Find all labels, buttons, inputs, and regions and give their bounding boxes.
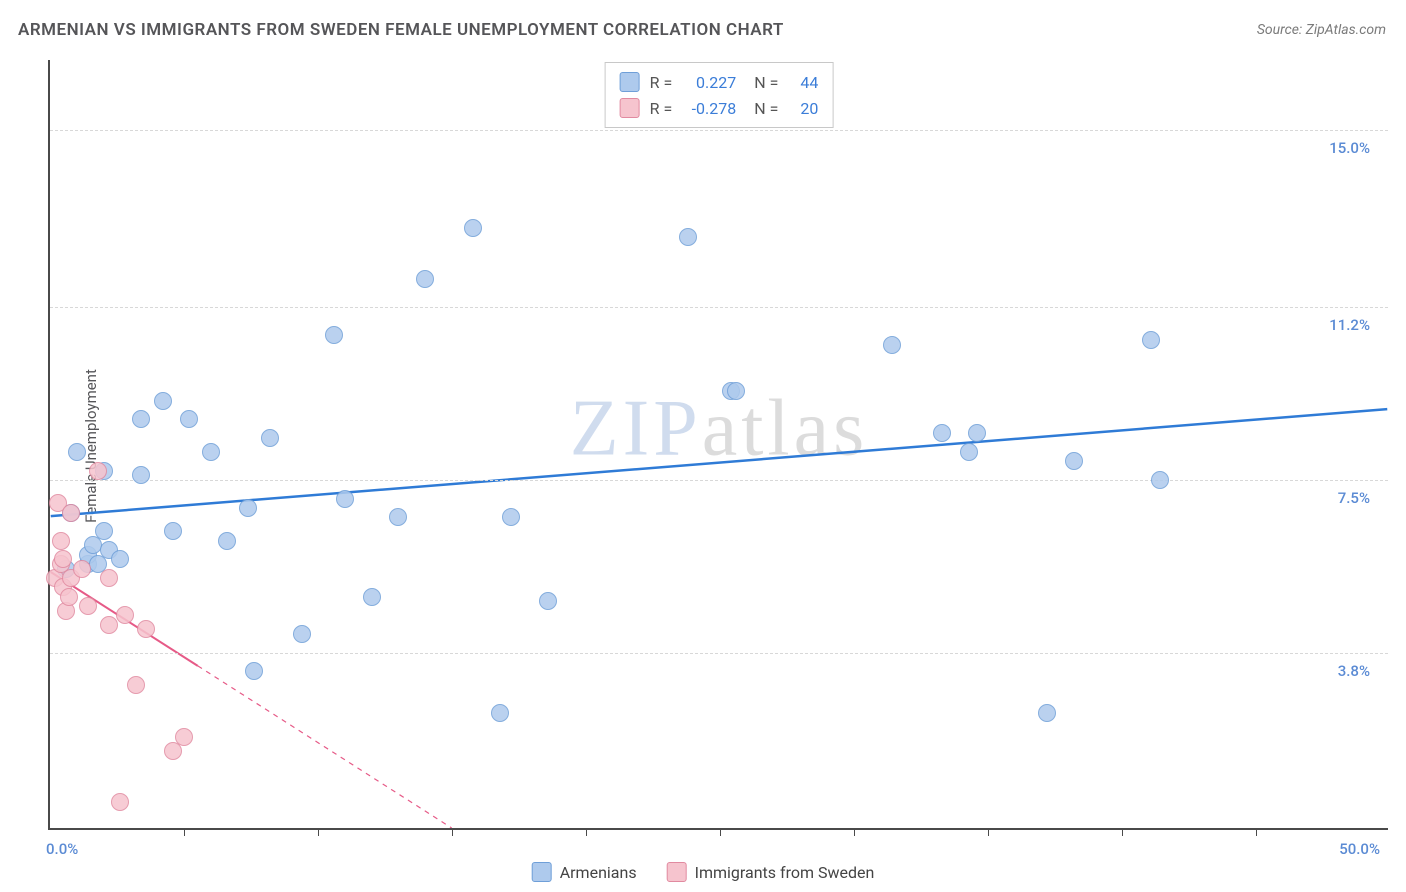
legend-label: Immigrants from Sweden: [695, 863, 875, 882]
legend-swatch: [620, 98, 640, 118]
data-point: [52, 532, 70, 550]
xtick: [586, 828, 587, 836]
data-point: [164, 522, 182, 540]
xtick: [184, 828, 185, 836]
legend-item: Armenians: [532, 862, 637, 882]
data-point: [464, 219, 482, 237]
xtick: [452, 828, 453, 836]
data-point: [54, 550, 72, 568]
data-point: [363, 588, 381, 606]
data-point: [132, 466, 150, 484]
data-point: [293, 625, 311, 643]
n-label: N =: [754, 73, 778, 92]
data-point: [116, 606, 134, 624]
data-point: [539, 592, 557, 610]
bottom-legend: Armenians Immigrants from Sweden: [532, 862, 875, 882]
data-point: [1065, 452, 1083, 470]
data-point: [100, 569, 118, 587]
xtick: [720, 828, 721, 836]
data-point: [95, 522, 113, 540]
xtick: [1256, 828, 1257, 836]
data-point: [79, 597, 97, 615]
data-point: [132, 410, 150, 428]
n-value: 20: [788, 99, 818, 118]
data-point: [968, 424, 986, 442]
xtick: [318, 828, 319, 836]
data-point: [62, 504, 80, 522]
data-point: [175, 728, 193, 746]
data-point: [933, 424, 951, 442]
gridline: [50, 480, 1388, 481]
data-point: [336, 490, 354, 508]
data-point: [325, 326, 343, 344]
data-point: [679, 228, 697, 246]
xtick-label: 0.0%: [46, 840, 78, 858]
xtick: [854, 828, 855, 836]
chart-title: ARMENIAN VS IMMIGRANTS FROM SWEDEN FEMAL…: [18, 20, 784, 40]
data-point: [245, 662, 263, 680]
watermark: ZIPatlas: [570, 383, 869, 474]
stats-row: R = -0.278 N = 20: [620, 95, 819, 121]
legend-swatch: [532, 862, 552, 882]
source-attribution: Source: ZipAtlas.com: [1257, 22, 1386, 38]
ytick-label: 11.2%: [1329, 316, 1370, 334]
n-value: 44: [788, 73, 818, 92]
ytick-label: 7.5%: [1338, 489, 1370, 507]
data-point: [389, 508, 407, 526]
data-point: [416, 270, 434, 288]
r-value: 0.227: [682, 73, 736, 92]
xtick: [1122, 828, 1123, 836]
watermark-left: ZIP: [570, 384, 702, 472]
ytick-label: 3.8%: [1338, 662, 1370, 680]
plot-area: ZIPatlas R = 0.227 N = 44 R = -0.278 N = 20 3.8…: [48, 60, 1388, 830]
ytick-label: 15.0%: [1329, 139, 1370, 157]
r-label: R =: [650, 99, 673, 118]
data-point: [960, 443, 978, 461]
stats-box: R = 0.227 N = 44 R = -0.278 N = 20: [605, 62, 834, 128]
data-point: [73, 560, 91, 578]
data-point: [100, 616, 118, 634]
data-point: [727, 382, 745, 400]
data-point: [202, 443, 220, 461]
trend-lines-svg: [50, 60, 1388, 828]
legend-label: Armenians: [560, 863, 637, 882]
data-point: [502, 508, 520, 526]
data-point: [883, 336, 901, 354]
n-label: N =: [754, 99, 778, 118]
data-point: [218, 532, 236, 550]
data-point: [180, 410, 198, 428]
xtick: [988, 828, 989, 836]
r-label: R =: [650, 73, 673, 92]
r-value: -0.278: [682, 99, 736, 118]
legend-swatch: [667, 862, 687, 882]
data-point: [137, 620, 155, 638]
data-point: [111, 793, 129, 811]
chart-container: ARMENIAN VS IMMIGRANTS FROM SWEDEN FEMAL…: [0, 0, 1406, 892]
data-point: [261, 429, 279, 447]
data-point: [1142, 331, 1160, 349]
gridline: [50, 307, 1388, 308]
data-point: [154, 392, 172, 410]
data-point: [111, 550, 129, 568]
data-point: [1038, 704, 1056, 722]
data-point: [89, 462, 107, 480]
data-point: [239, 499, 257, 517]
data-point: [68, 443, 86, 461]
legend-item: Immigrants from Sweden: [667, 862, 875, 882]
data-point: [60, 588, 78, 606]
xtick-label: 50.0%: [1339, 840, 1380, 858]
stats-row: R = 0.227 N = 44: [620, 69, 819, 95]
gridline: [50, 653, 1388, 654]
gridline: [50, 130, 1388, 131]
data-point: [491, 704, 509, 722]
legend-swatch: [620, 72, 640, 92]
data-point: [127, 676, 145, 694]
data-point: [1151, 471, 1169, 489]
